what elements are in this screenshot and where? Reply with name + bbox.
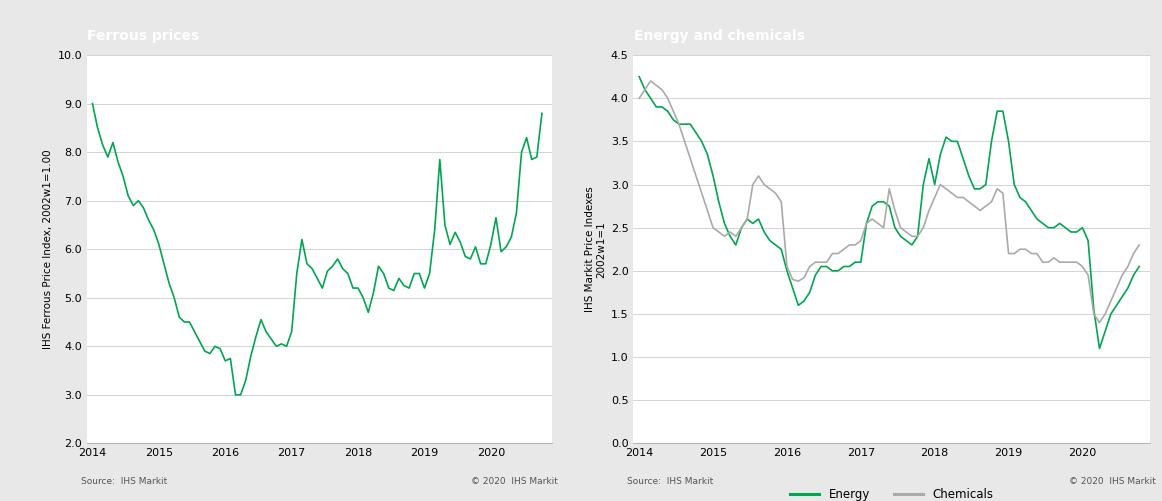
Y-axis label: IHS Ferrous Price Index, 2002w1=1.00: IHS Ferrous Price Index, 2002w1=1.00 [43,149,53,349]
Chemicals [831,250,845,257]
Energy [734,224,748,230]
Legend: Energy, Chemicals: Energy, Chemicals [786,483,998,501]
Chemicals [1132,242,1146,248]
Text: Ferrous prices: Ferrous prices [87,30,200,44]
Chemicals [1081,272,1095,278]
Chemicals [701,207,715,213]
Energy [683,121,697,127]
Text: © 2020  IHS Markit: © 2020 IHS Markit [1069,477,1156,486]
Text: Source:  IHS Markit: Source: IHS Markit [81,477,167,486]
Chemicals [740,216,754,222]
Energy [1132,264,1146,270]
Text: Source:  IHS Markit: Source: IHS Markit [627,477,713,486]
Energy [632,74,646,80]
Energy [1092,346,1106,352]
Y-axis label: IHS Markit Price Indexes
2002w1=1: IHS Markit Price Indexes 2002w1=1 [584,186,607,312]
Energy [888,224,902,230]
Text: © 2020  IHS Markit: © 2020 IHS Markit [471,477,558,486]
Energy [695,138,709,144]
Chemicals [632,95,646,101]
Chemicals [1092,320,1106,326]
Line: Chemicals: Chemicals [639,81,1139,323]
Line: Energy: Energy [639,77,1139,349]
Chemicals [644,78,658,84]
Chemicals [894,224,908,230]
Energy [1076,224,1090,230]
Text: Energy and chemicals: Energy and chemicals [633,30,805,44]
Energy [825,268,839,274]
Chemicals [689,173,703,179]
